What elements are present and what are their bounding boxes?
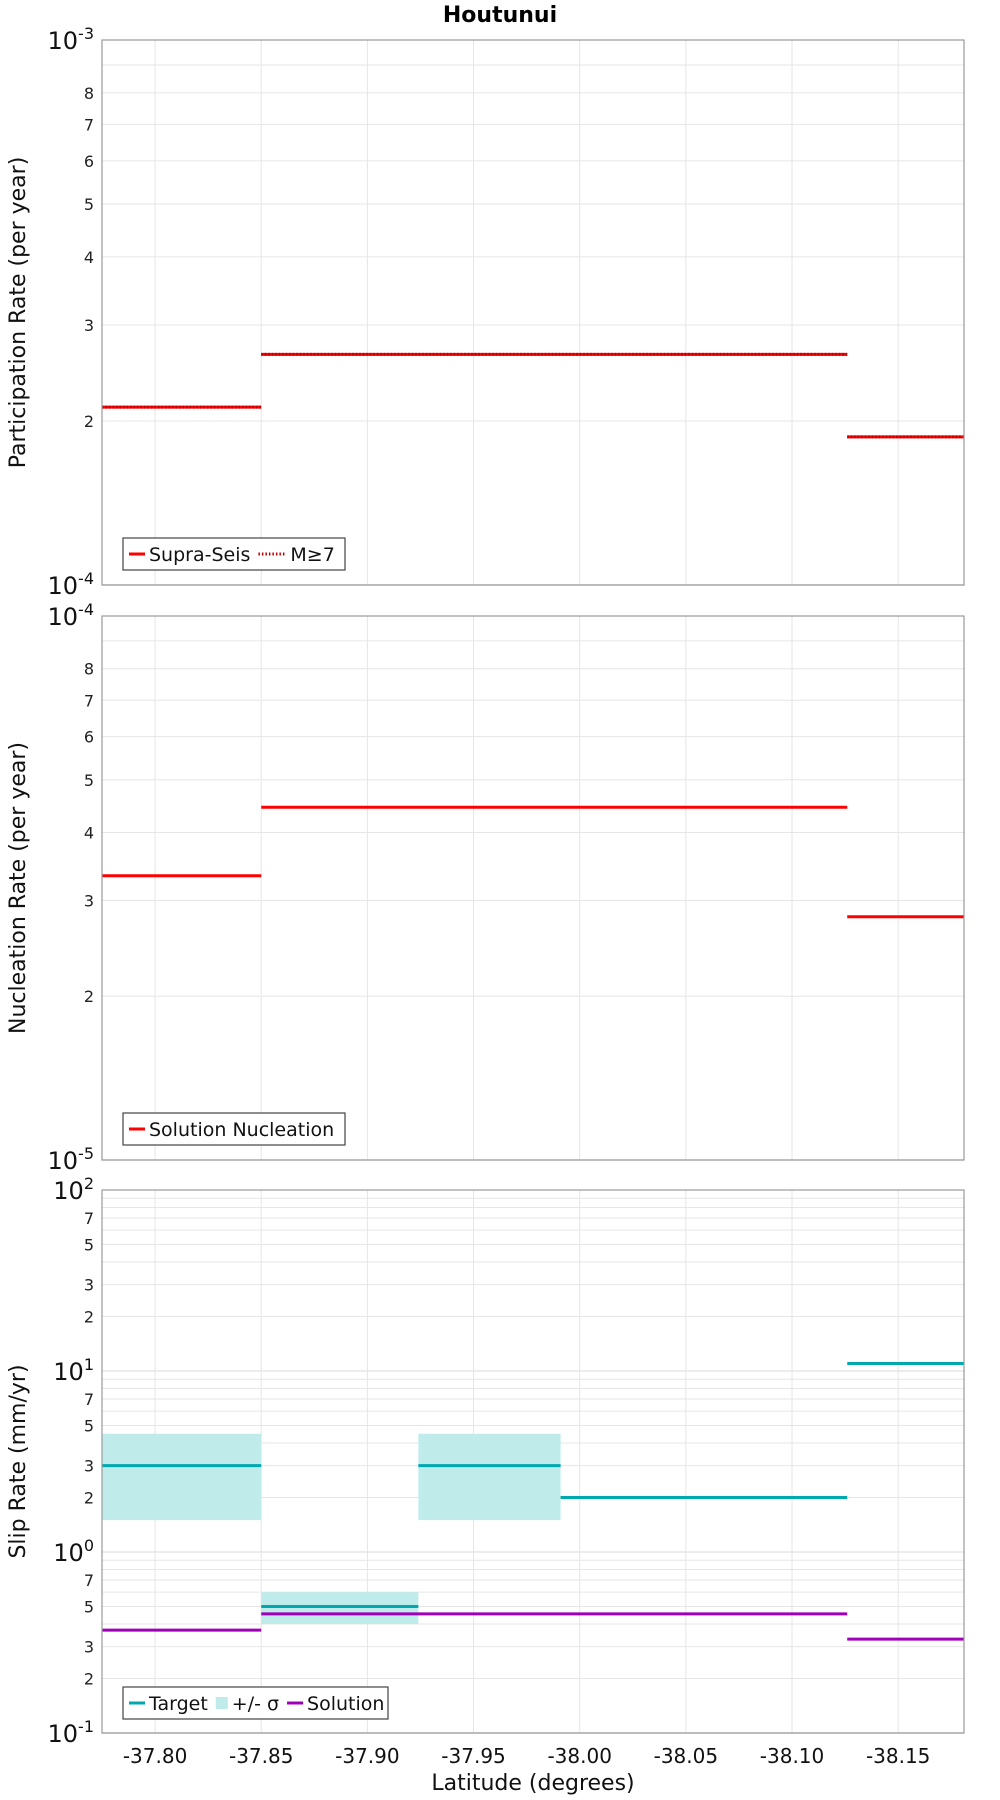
y-tick-label: 2: [84, 1489, 94, 1508]
x-tick-label: -37.95: [441, 1744, 505, 1768]
y-tick-label: 5: [84, 1235, 94, 1254]
y-decade-label: 10-3: [48, 24, 95, 55]
y-tick-label: 3: [84, 1276, 94, 1295]
y-axis-title: Slip Rate (mm/yr): [6, 1364, 31, 1558]
legend-label: Solution: [307, 1693, 384, 1715]
y-tick-label: 2: [84, 987, 94, 1006]
legend-box: [122, 1112, 346, 1146]
y-tick-label: 5: [84, 771, 94, 790]
legend: Target +/- σ Solution: [122, 1686, 389, 1720]
panel-3: 10-1 100 101 102 2 3 5 7 2 3 5 7 2 3 5 7 Slip Rate (mm/y…: [6, 1174, 965, 1768]
y-axis-title: Participation Rate (per year): [6, 157, 31, 469]
plot-area: [102, 40, 964, 585]
legend-label: Target: [148, 1693, 208, 1715]
x-tick-label: -37.85: [229, 1744, 293, 1768]
y-tick-label: 3: [84, 1457, 94, 1476]
y-axis-title: Nucleation Rate (per year): [6, 742, 31, 1034]
legend-label: +/- σ: [232, 1693, 279, 1715]
legend-label: Solution Nucleation: [149, 1119, 334, 1141]
y-tick-label: 5: [84, 1416, 94, 1435]
y-decade-label: 101: [53, 1355, 94, 1386]
y-tick-label: 2: [84, 1670, 94, 1689]
y-tick-label: 4: [84, 823, 94, 842]
legend-label: Supra-Seis: [149, 544, 250, 566]
y-tick-label: 7: [84, 115, 94, 134]
y-decade-label: 102: [53, 1174, 94, 1205]
y-decade-label: 10-5: [48, 1144, 95, 1175]
x-tick-label: -38.05: [654, 1744, 718, 1768]
x-axis-title: Latitude (degrees): [431, 1771, 634, 1796]
legend-box: [122, 1686, 389, 1720]
y-tick-label: 7: [84, 1390, 94, 1409]
sigma-band: [418, 1433, 561, 1521]
x-tick-label: -38.15: [866, 1744, 930, 1768]
y-tick-label: 5: [84, 1597, 94, 1616]
y-tick-label: 4: [84, 248, 94, 267]
y-decade-label: 100: [53, 1536, 94, 1567]
y-tick-label: 8: [84, 84, 94, 103]
y-tick-label: 3: [84, 891, 94, 910]
legend-swatch: [215, 1697, 228, 1709]
x-tick-label: -37.90: [335, 1744, 399, 1768]
x-tick-label: -38.00: [547, 1744, 611, 1768]
y-tick-label: 6: [84, 152, 94, 171]
y-tick-label: 5: [84, 195, 94, 214]
y-tick-label: 3: [84, 1638, 94, 1657]
legend-label: M≥7: [290, 544, 334, 566]
legend: Solution Nucleation: [122, 1112, 346, 1146]
y-tick-label: 6: [84, 728, 94, 747]
y-decade-label: 10-4: [48, 600, 95, 631]
y-tick-label: 2: [84, 1308, 94, 1327]
plot-area: [102, 616, 964, 1160]
y-tick-label: 8: [84, 660, 94, 679]
legend-box: [122, 537, 346, 571]
y-tick-label: 7: [84, 691, 94, 710]
plot-frame: [101, 39, 965, 586]
plot-frame: [101, 615, 965, 1161]
panel-1: 10-4 10-3 2 3 4 5 6 7 8 Participation Rate (per y…: [6, 24, 965, 600]
y-tick-label: 2: [84, 412, 94, 431]
legend: Supra-Seis M≥7: [122, 537, 346, 571]
panel-2: 10-5 10-4 2 3 4 5 6 7 8 Nucleation Rate (per year…: [6, 600, 965, 1175]
plot-frame: [101, 1189, 965, 1734]
y-tick-label: 7: [84, 1209, 94, 1228]
chart-title: Houtunui: [443, 3, 557, 28]
y-tick-label: 3: [84, 316, 94, 335]
x-tick-label: -37.80: [123, 1744, 187, 1768]
x-tick-label: -38.10: [760, 1744, 824, 1768]
y-tick-label: 7: [84, 1571, 94, 1590]
y-decade-label: 10-4: [48, 569, 95, 600]
sigma-band: [261, 1592, 419, 1625]
sigma-band: [102, 1433, 262, 1521]
y-decade-label: 10-1: [48, 1717, 95, 1748]
